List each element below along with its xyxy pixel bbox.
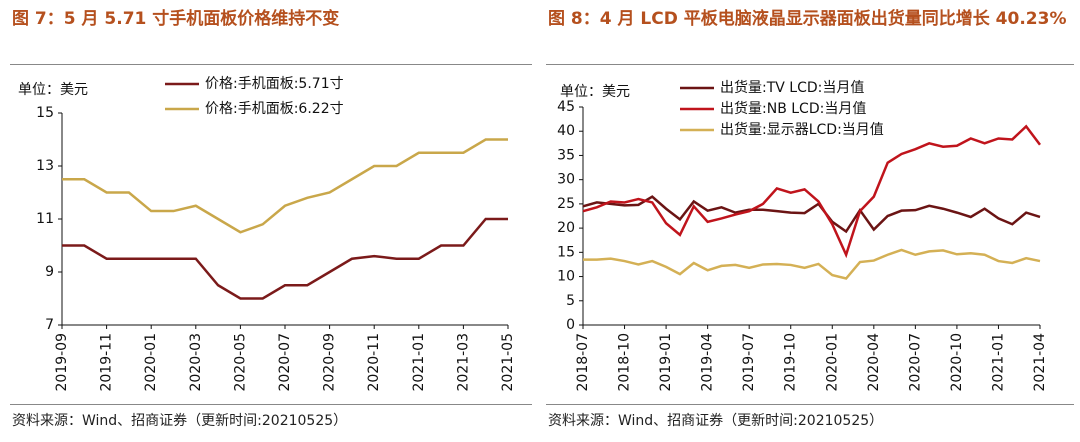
data-line (583, 248, 1041, 280)
y-tick-label: 9 (45, 264, 54, 280)
data-line (62, 138, 508, 234)
y-tick-label: 45 (557, 99, 575, 115)
x-tick-label: 2020-01 (143, 333, 159, 392)
y-tick-label: 30 (557, 172, 575, 188)
y-tick-label: 40 (557, 123, 575, 139)
data-line (62, 217, 508, 300)
x-tick-label: 2020-05 (232, 333, 248, 392)
x-tick-label: 2021-03 (455, 333, 471, 392)
x-tick-label: 2020-07 (907, 333, 923, 392)
divider (546, 64, 1074, 65)
x-tick-label: 2020-10 (949, 333, 965, 392)
x-tick-label: 2021-04 (1032, 333, 1048, 392)
x-tick-label: 2019-11 (99, 333, 115, 392)
x-tick-label: 2019-04 (700, 333, 716, 392)
y-tick-label: 0 (566, 317, 575, 333)
legend-label: 价格:手机面板:5.71寸 (205, 76, 344, 92)
x-tick-label: 2020-04 (866, 333, 882, 392)
data-line (582, 195, 1041, 234)
y-tick-label: 25 (557, 196, 575, 212)
y-tick-label: 7 (45, 317, 54, 333)
data-line (582, 124, 1041, 259)
y-tick-label: 15 (36, 105, 54, 121)
x-tick-label: 2020-03 (188, 333, 204, 392)
legend-label: 价格:手机面板:6.22寸 (205, 101, 344, 117)
x-tick-label: 2020-01 (824, 333, 840, 392)
legend-label: 出货量:NB LCD:当月值 (720, 100, 866, 117)
divider (10, 64, 532, 65)
x-tick-label: 2019-01 (658, 333, 674, 392)
y-tick-label: 5 (566, 293, 575, 309)
x-tick-label: 2019-07 (741, 333, 757, 392)
x-tick-label: 2018-07 (575, 333, 591, 392)
x-tick-label: 2020-09 (322, 333, 338, 392)
unit-label: 单位：美元 (560, 84, 630, 100)
x-tick-label: 2019-10 (783, 333, 799, 392)
chart-title: 图 8：4 月 LCD 平板电脑液晶显示器面板出货量同比增长 40.23% (548, 9, 1067, 29)
unit-label: 单位：美元 (18, 82, 88, 98)
x-tick-label: 2021-01 (990, 333, 1006, 392)
y-tick-label: 15 (557, 244, 575, 260)
legend-label: 出货量:TV LCD:当月值 (720, 79, 864, 96)
y-tick-label: 10 (557, 269, 575, 285)
x-tick-label: 2020-11 (366, 333, 382, 392)
legend-label: 出货量:显示器LCD:当月值 (720, 121, 884, 138)
divider (546, 404, 1074, 405)
y-tick-label: 13 (36, 158, 54, 174)
source-note: 资料来源：Wind、招商证券（更新时间:20210525） (12, 413, 348, 429)
divider (10, 404, 532, 405)
x-tick-label: 2018-10 (617, 333, 633, 392)
source-note: 资料来源：Wind、招商证券（更新时间:20210525） (548, 413, 884, 429)
y-tick-label: 11 (36, 211, 54, 227)
x-tick-label: 2021-01 (411, 333, 427, 392)
x-tick-label: 2019-09 (54, 333, 70, 392)
y-tick-label: 35 (557, 147, 575, 163)
y-tick-label: 20 (557, 220, 575, 236)
x-tick-label: 2021-05 (500, 333, 516, 392)
chart-title: 图 7：5 月 5.71 寸手机面板价格维持不变 (12, 9, 340, 29)
x-tick-label: 2020-07 (277, 333, 293, 392)
